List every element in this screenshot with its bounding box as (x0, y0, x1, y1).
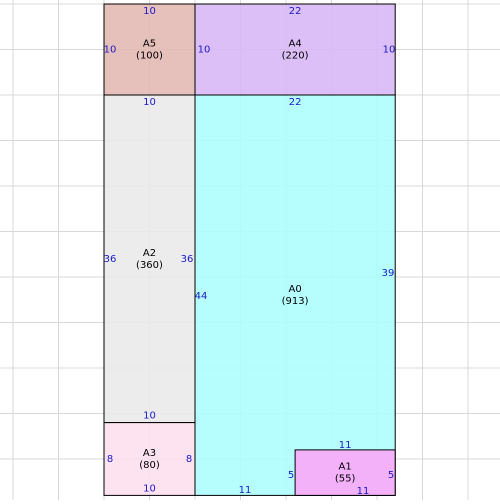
region-a3: A3(80) 10 8 8 (103, 422, 196, 496)
region-area: (360) (136, 260, 163, 271)
dimension-left: 36 (104, 254, 117, 265)
region-area: (100) (136, 51, 163, 62)
dimension-right: 36 (181, 254, 194, 265)
region-a5: A5(100) 10 10 (103, 3, 196, 96)
dimension-left: 44 (195, 291, 208, 302)
region-area: (220) (282, 51, 309, 62)
region-a4-box (194, 3, 396, 96)
region-a0: A0(913) 22 11 44 39 (194, 94, 396, 496)
region-label: A0 (288, 284, 301, 295)
region-label: A1 (339, 462, 352, 473)
dimension-bottom: 11 (357, 486, 370, 497)
dimension-left: 10 (198, 45, 211, 56)
dimension-left: 10 (104, 45, 117, 56)
dimension-right: 10 (383, 45, 396, 56)
dimension-left: 8 (107, 454, 113, 465)
dimension-top: 22 (289, 6, 302, 17)
region-a4: A4(220) 22 10 10 (194, 3, 396, 96)
dimension-top: 11 (339, 440, 352, 451)
dimension-top: 10 (143, 97, 156, 108)
region-a5-box (103, 3, 196, 96)
dimension-top: 10 (143, 6, 156, 17)
region-label: A2 (143, 248, 156, 259)
dimension-bottom: 10 (143, 483, 156, 494)
dimension-bottom: 10 (143, 411, 156, 422)
region-a1-box (294, 449, 396, 496)
dimension-right: 5 (388, 470, 394, 481)
region-a2: A2(360) 10 10 36 36 (103, 94, 196, 424)
dimension-top: 22 (289, 97, 302, 108)
dimension-bottom: 11 (239, 485, 252, 496)
region-area: (80) (139, 460, 160, 471)
dimension-left: 5 (288, 470, 294, 481)
region-a3-box (103, 422, 196, 496)
region-area: (913) (282, 296, 309, 307)
region-label: A3 (143, 448, 156, 459)
region-label: A5 (143, 39, 156, 50)
dimension-right: 39 (382, 268, 395, 279)
region-label: A4 (288, 39, 301, 50)
dimension-right: 8 (186, 454, 192, 465)
region-a0-box (194, 94, 396, 496)
region-area: (55) (335, 474, 356, 485)
